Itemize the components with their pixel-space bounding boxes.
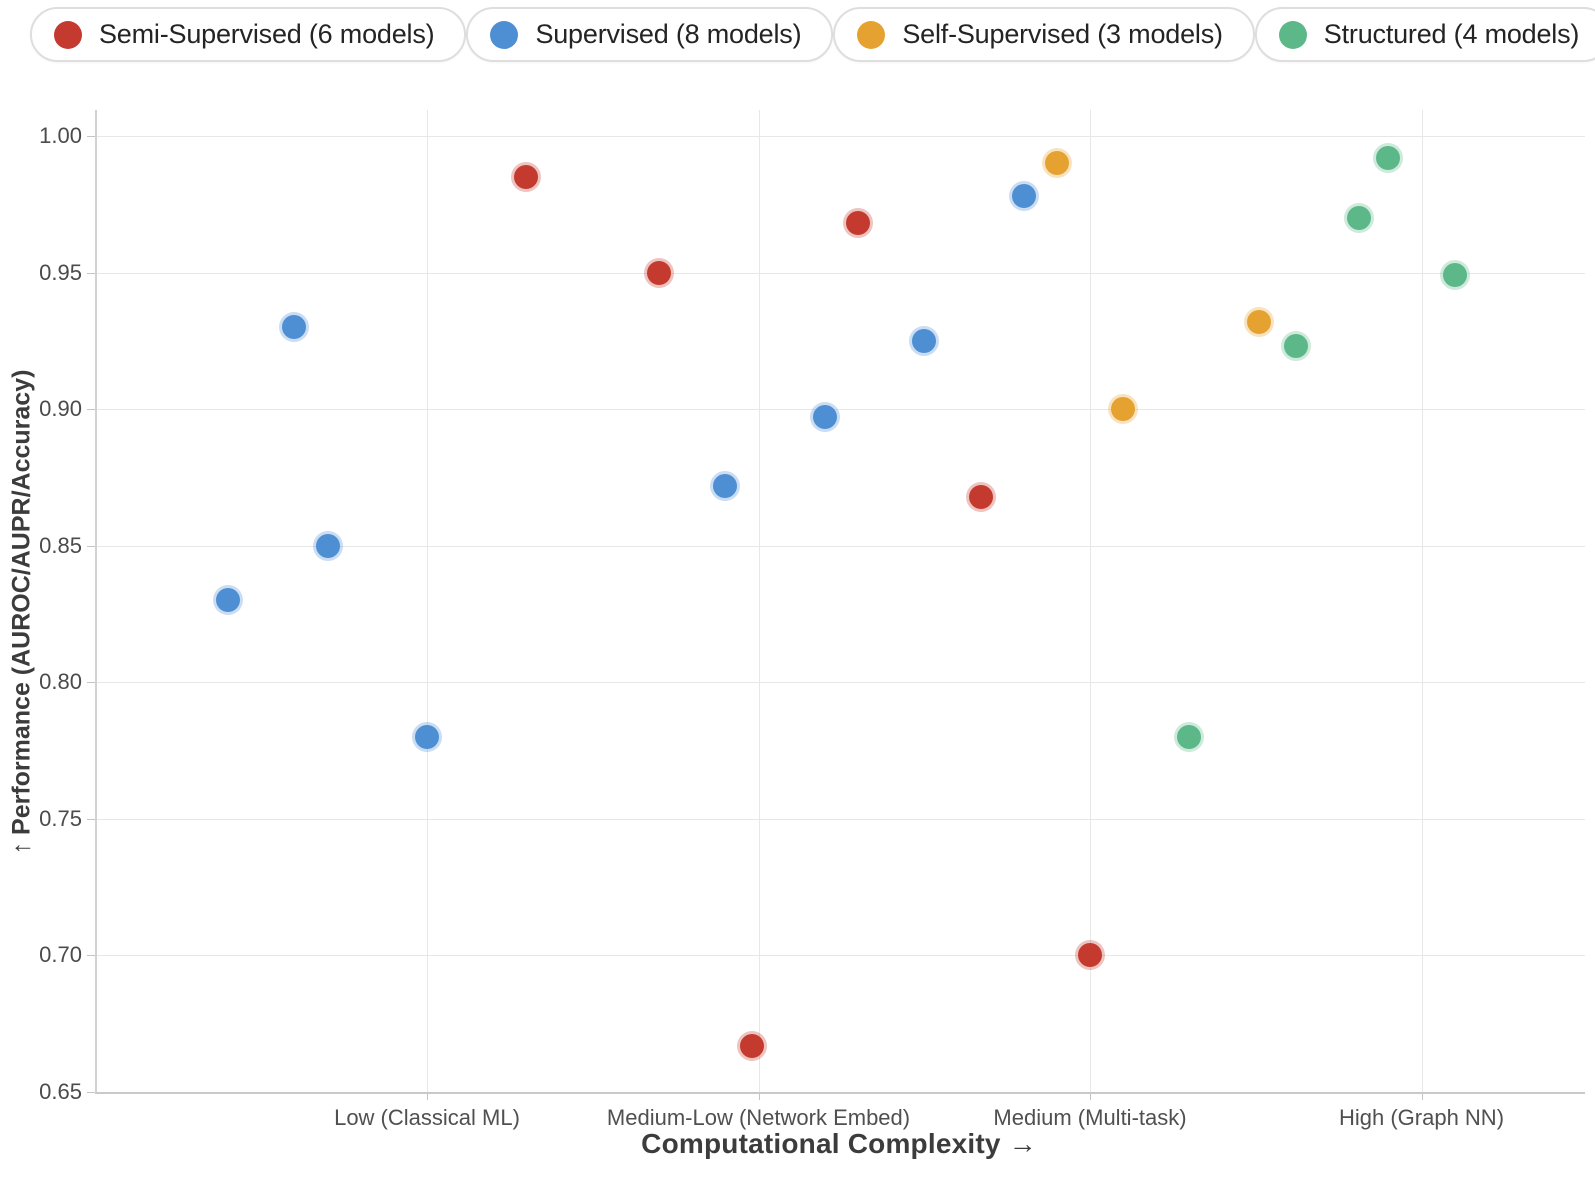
scatter-point-structured — [1177, 724, 1202, 749]
x-tick-label: Medium (Multi-task) — [993, 1105, 1187, 1130]
scatter-point-semi-supervised — [1078, 943, 1102, 968]
y-axis-tick — [87, 136, 95, 137]
y-tick-label: 0.70 — [39, 942, 82, 968]
scatter-point-supervised — [282, 315, 307, 340]
scatter-point-supervised — [315, 533, 340, 558]
scatter-point-semi-supervised — [514, 164, 539, 189]
y-axis-tick — [87, 682, 95, 684]
scatter-point-structured — [1283, 334, 1308, 359]
legend-swatch-icon — [1278, 20, 1307, 49]
scatter-plot-area: 1.00 0.95 0.90 0.85 0.80 0.75 0.70 0.65 Low (Cla… — [39, 110, 1585, 1130]
scatter-point-structured — [1346, 205, 1371, 230]
y-gridline — [97, 136, 1585, 137]
y-axis-title: ↑ Performance (AUROC/AUPR/Accuracy) — [7, 369, 36, 855]
y-axis-tick — [87, 818, 95, 820]
scatter-point-supervised — [713, 473, 738, 498]
y-tick-label: 0.65 — [39, 1079, 82, 1104]
x-tick-label: Low (Classical ML) — [334, 1105, 520, 1130]
y-gridline — [97, 955, 1585, 957]
scatter-point-self-supervised — [1247, 309, 1272, 334]
y-axis-tick — [87, 409, 95, 411]
scatter-point-supervised — [216, 588, 241, 613]
scatter-point-structured — [1442, 263, 1467, 288]
scatter-point-semi-supervised — [845, 211, 870, 236]
scatter-point-supervised — [1011, 184, 1036, 209]
y-gridline — [97, 409, 1585, 411]
x-axis-tick — [1421, 1094, 1423, 1100]
scatter-point-semi-supervised — [739, 1033, 764, 1058]
legend-item-label: Structured (4 models) — [1323, 19, 1580, 49]
legend-item-supervised[interactable]: Supervised (8 models) — [466, 7, 834, 62]
legend-item-semi-supervised[interactable]: Semi-Supervised (6 models) — [30, 7, 467, 62]
legend-item-label: Semi-Supervised (6 models) — [99, 19, 435, 49]
legend-item-label: Self-Supervised (3 models) — [902, 19, 1223, 49]
y-gridline — [97, 272, 1585, 274]
x-gridline — [1421, 110, 1423, 1092]
y-tick-label: 0.80 — [39, 669, 82, 695]
x-gridline — [427, 110, 428, 1092]
x-tick-label: Medium-Low (Network Embed) — [606, 1105, 911, 1130]
scatter-point-supervised — [415, 724, 439, 749]
y-gridline — [97, 545, 1585, 547]
x-axis-title: Computational Complexity → — [641, 1128, 1037, 1159]
scatter-point-self-supervised — [1111, 397, 1136, 422]
x-tick-label: High (Graph NN) — [1338, 1105, 1505, 1130]
scatter-point-supervised — [912, 328, 937, 353]
y-axis-tick — [87, 1092, 95, 1093]
scatter-point-semi-supervised — [647, 260, 672, 285]
x-axis-tick — [758, 1094, 760, 1100]
scatter-point-supervised — [812, 405, 837, 430]
legend-item-self-supervised[interactable]: Self-Supervised (3 models) — [833, 7, 1255, 62]
y-gridline — [97, 682, 1585, 684]
x-axis-tick — [1090, 1094, 1091, 1100]
y-tick-label: 0.90 — [39, 396, 82, 422]
x-gridline — [758, 110, 760, 1092]
y-tick-label: 0.95 — [39, 259, 82, 285]
y-axis-tick — [87, 545, 95, 547]
legend-swatch-icon — [857, 20, 886, 49]
y-axis-tick — [87, 955, 95, 957]
y-tick-label: 1.00 — [39, 123, 82, 148]
legend-swatch-icon — [490, 20, 519, 49]
y-gridline — [97, 818, 1585, 820]
y-axis-tick — [87, 272, 95, 274]
scatter-point-self-supervised — [1044, 151, 1069, 176]
x-gridline — [1090, 110, 1091, 1092]
legend-item-label: Supervised (8 models) — [535, 19, 802, 49]
legend-item-structured[interactable]: Structured (4 models) — [1254, 7, 1595, 62]
legend-swatch-icon — [54, 20, 82, 49]
legend: Semi-Supervised (6 models) Supervised (8 … — [30, 7, 1595, 62]
scatter-point-semi-supervised — [968, 484, 993, 509]
y-tick-label: 0.85 — [39, 532, 82, 558]
scatter-point-structured — [1376, 145, 1401, 170]
y-tick-label: 0.75 — [39, 805, 82, 831]
x-axis-tick — [427, 1094, 428, 1100]
